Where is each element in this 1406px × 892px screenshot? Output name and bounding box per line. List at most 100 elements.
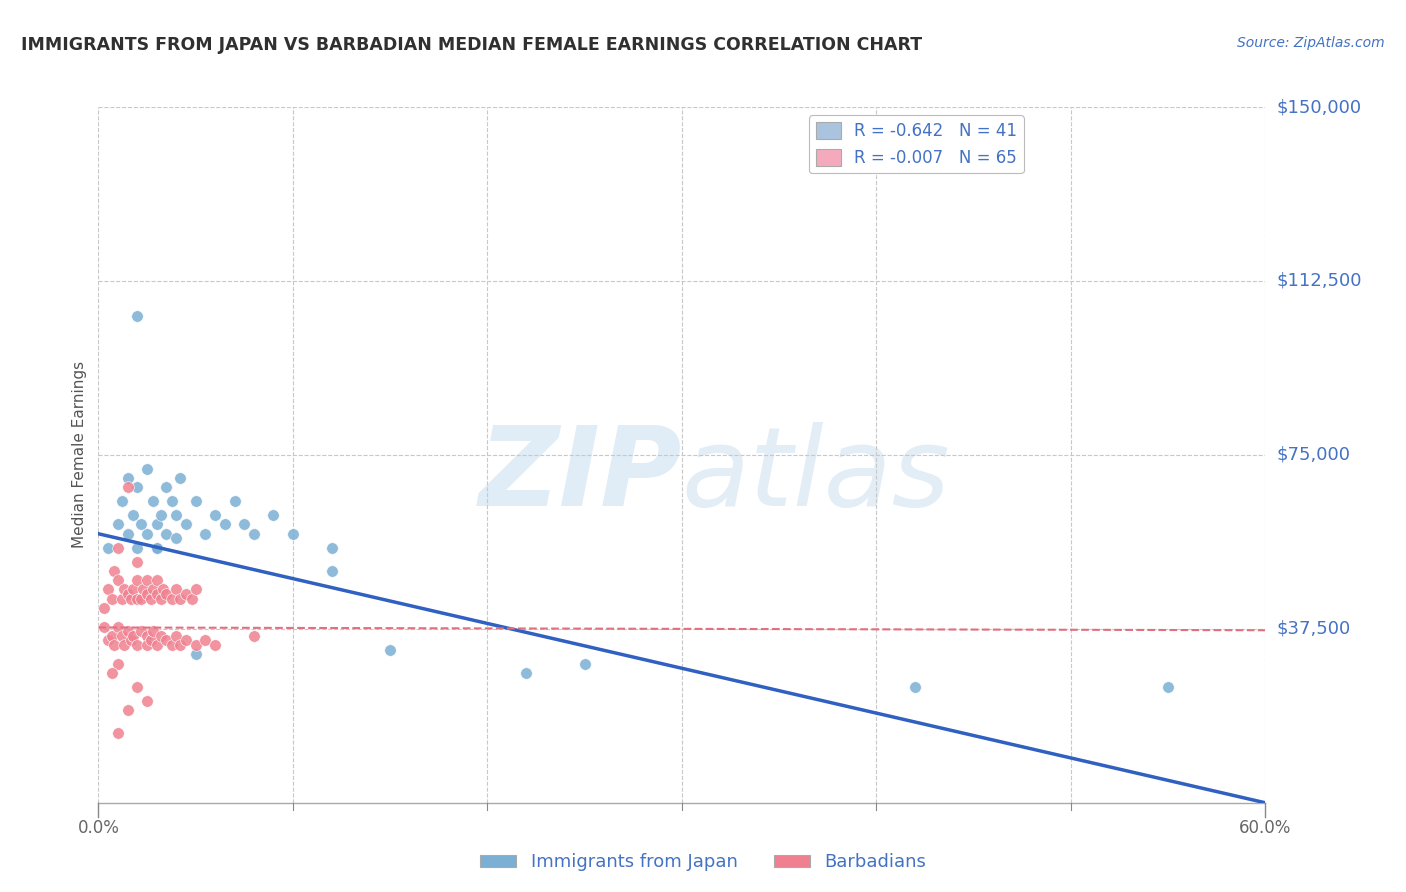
Point	[127, 573, 149, 587]
Point	[142, 582, 165, 597]
Point	[97, 633, 120, 648]
Point	[107, 573, 129, 587]
Point	[155, 480, 177, 494]
Point	[107, 541, 129, 555]
Point	[122, 508, 145, 523]
Text: 60.0%: 60.0%	[1239, 820, 1292, 838]
Point	[127, 309, 149, 323]
Point	[174, 633, 197, 648]
Point	[162, 494, 184, 508]
Point	[149, 591, 172, 606]
Point	[117, 703, 139, 717]
Point	[262, 508, 284, 523]
Point	[224, 494, 246, 508]
Point	[146, 587, 169, 601]
Point	[136, 573, 159, 587]
Point	[155, 526, 177, 541]
Point	[112, 638, 135, 652]
Point	[121, 591, 143, 606]
Point	[233, 517, 256, 532]
Point	[107, 657, 129, 671]
Point	[149, 629, 172, 643]
Point	[155, 587, 177, 601]
Point	[142, 494, 165, 508]
Point	[146, 517, 169, 532]
Point	[146, 541, 169, 555]
Point	[117, 526, 139, 541]
Point	[146, 638, 169, 652]
Point	[149, 508, 172, 523]
Point	[127, 555, 149, 569]
Point	[165, 508, 187, 523]
Text: Source: ZipAtlas.com: Source: ZipAtlas.com	[1237, 36, 1385, 50]
Point	[184, 648, 207, 662]
Point	[107, 726, 129, 740]
Point	[121, 633, 143, 648]
Point	[904, 680, 927, 694]
Point	[204, 638, 226, 652]
Point	[152, 582, 174, 597]
Point	[136, 462, 159, 476]
Point	[165, 582, 187, 597]
Text: $112,500: $112,500	[1277, 272, 1362, 290]
Point	[169, 591, 191, 606]
Point	[97, 541, 120, 555]
Point	[162, 638, 184, 652]
Point	[117, 480, 139, 494]
Point	[515, 665, 537, 680]
Point	[184, 582, 207, 597]
Point	[129, 624, 152, 639]
Text: ZIP: ZIP	[478, 422, 682, 529]
Point	[107, 517, 129, 532]
Point	[146, 573, 169, 587]
Point	[162, 591, 184, 606]
Point	[111, 591, 134, 606]
Point	[321, 541, 343, 555]
Text: $150,000: $150,000	[1277, 98, 1361, 116]
Y-axis label: Median Female Earnings: Median Female Earnings	[72, 361, 87, 549]
Point	[139, 591, 162, 606]
Point	[180, 591, 202, 606]
Text: 0.0%: 0.0%	[77, 820, 120, 838]
Point	[111, 494, 134, 508]
Point	[321, 564, 343, 578]
Point	[122, 582, 145, 597]
Point	[204, 508, 226, 523]
Point	[129, 591, 152, 606]
Point	[194, 633, 217, 648]
Legend: Immigrants from Japan, Barbadians: Immigrants from Japan, Barbadians	[472, 847, 934, 879]
Text: $75,000: $75,000	[1277, 446, 1351, 464]
Text: atlas: atlas	[682, 422, 950, 529]
Point	[127, 541, 149, 555]
Point	[174, 517, 197, 532]
Point	[112, 582, 135, 597]
Point	[117, 471, 139, 485]
Point	[169, 638, 191, 652]
Point	[243, 526, 266, 541]
Point	[132, 582, 155, 597]
Point	[574, 657, 596, 671]
Legend: R = -0.642   N = 41, R = -0.007   N = 65: R = -0.642 N = 41, R = -0.007 N = 65	[808, 115, 1024, 173]
Point	[169, 471, 191, 485]
Point	[101, 665, 124, 680]
Point	[184, 638, 207, 652]
Point	[174, 587, 197, 601]
Point	[1157, 680, 1180, 694]
Point	[165, 532, 187, 546]
Point	[127, 591, 149, 606]
Point	[107, 619, 129, 633]
Point	[136, 629, 159, 643]
Point	[129, 517, 152, 532]
Point	[136, 638, 159, 652]
Point	[103, 638, 125, 652]
Point	[93, 601, 115, 615]
Point	[127, 638, 149, 652]
Point	[93, 619, 115, 633]
Point	[122, 629, 145, 643]
Point	[155, 633, 177, 648]
Point	[146, 541, 169, 555]
Point	[184, 494, 207, 508]
Point	[139, 633, 162, 648]
Point	[378, 642, 402, 657]
Point	[117, 624, 139, 639]
